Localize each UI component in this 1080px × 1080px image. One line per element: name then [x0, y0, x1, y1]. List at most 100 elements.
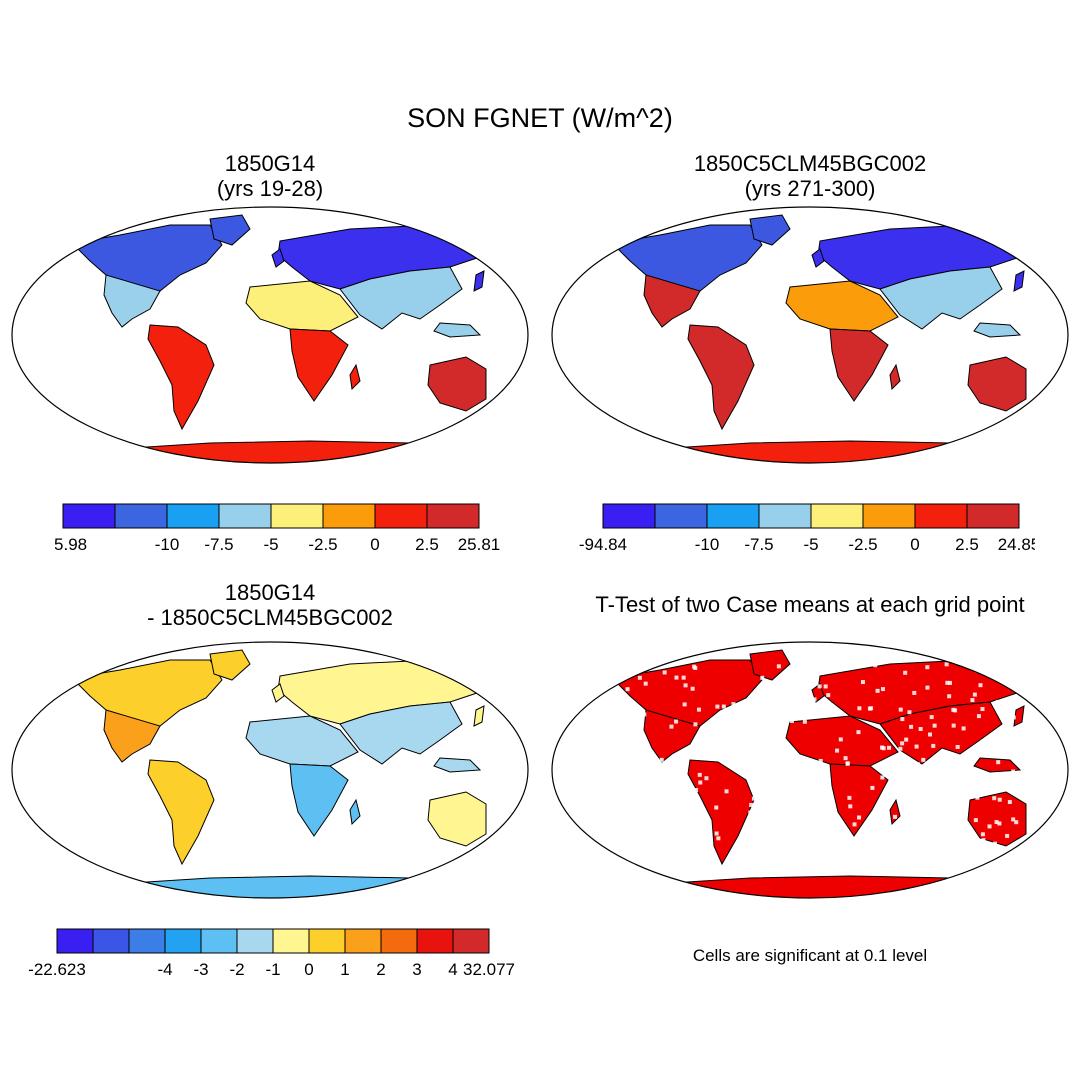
cb2-label: -10 — [695, 535, 720, 554]
cb1-swatch — [114, 503, 168, 529]
cb2-swatch — [966, 503, 1020, 529]
cb3-swatch — [380, 928, 418, 954]
p2-land-japan — [1013, 270, 1025, 292]
p1-land-indonesia — [433, 322, 482, 338]
cb2-swatch — [914, 503, 968, 529]
cb2-swatch — [758, 503, 812, 529]
cb3-label: 2 — [376, 960, 385, 979]
cb3-label: -22.623 — [28, 960, 86, 979]
cb2-swatch — [602, 503, 656, 529]
p3-land-japan — [473, 705, 485, 727]
panel-4-map — [551, 641, 1069, 899]
panel-1-title: 1850G14 (yrs 19-28) — [60, 151, 480, 201]
p4-land-africa_s — [829, 763, 889, 837]
p1-land-africa_s — [289, 328, 349, 402]
cb3-label: -1 — [265, 960, 280, 979]
p3-land-madagascar — [349, 798, 361, 826]
cb2-label: 2.5 — [955, 535, 979, 554]
panel-3-title-line2: - 1850C5CLM45BGC002 — [147, 605, 393, 630]
p1-land-namerica_s — [103, 274, 161, 328]
p1-land-madagascar — [349, 363, 361, 391]
cb3-label: 3 — [412, 960, 421, 979]
p4-land-namerica_s — [643, 709, 701, 763]
p3-land-australia — [427, 791, 487, 847]
cb2-label: -2.5 — [848, 535, 877, 554]
cb2-swatch — [862, 503, 916, 529]
cb3-swatch — [272, 928, 310, 954]
p2-land-asia_s — [879, 266, 1003, 330]
cb3-label: 32.077 — [463, 960, 515, 979]
cb1-swatch — [270, 503, 324, 529]
cb1-swatch — [166, 503, 220, 529]
p2-land-samerica — [687, 324, 755, 431]
cb2-swatch — [706, 503, 760, 529]
p1-land-asia_s — [339, 266, 463, 330]
p1-land-samerica — [147, 324, 215, 431]
panel-3-title: 1850G14 - 1850C5CLM45BGC002 — [60, 580, 480, 630]
cb1-label: 25.81 — [458, 535, 501, 554]
cb1-label: -5 — [263, 535, 278, 554]
cb3-swatch — [452, 928, 490, 954]
cb3-label: -3 — [193, 960, 208, 979]
cb1-swatch — [62, 503, 116, 529]
significance-note: Cells are significant at 0.1 level — [692, 946, 928, 965]
p3-land-uk — [271, 683, 285, 703]
p1-land-greenland — [209, 214, 251, 246]
panel-2-map — [551, 206, 1069, 464]
p2-land-greenland — [749, 214, 791, 246]
p3-land-africa_s — [289, 763, 349, 837]
cb1-swatch — [322, 503, 376, 529]
cb3-label: 1 — [340, 960, 349, 979]
cb3-label: 0 — [304, 960, 313, 979]
cb2-label: -5 — [803, 535, 818, 554]
cb2-label: 24.85 — [998, 535, 1035, 554]
panel-3-title-line1: 1850G14 — [224, 580, 316, 605]
p3-land-indonesia — [433, 757, 482, 773]
p2-land-namerica_s — [643, 274, 701, 328]
p4-land-asia_s — [879, 701, 1003, 765]
cb1-label: -2.5 — [308, 535, 337, 554]
p1-land-uk — [271, 248, 285, 268]
panel-2-title: 1850C5CLM45BGC002 (yrs 271-300) — [600, 151, 1020, 201]
panel-2-title-line1: 1850C5CLM45BGC002 — [693, 151, 927, 176]
p1-land-australia — [427, 356, 487, 412]
p2-land-madagascar — [889, 363, 901, 391]
cb1-label: -7.5 — [204, 535, 233, 554]
cb3-swatch — [416, 928, 454, 954]
cb3-swatch — [92, 928, 130, 954]
figure-title: SON FGNET (W/m^2) — [407, 103, 673, 133]
p2-land-australia — [967, 356, 1027, 412]
cb1-label: 2.5 — [415, 535, 439, 554]
cb1-label: -10 — [155, 535, 180, 554]
cb1-label: 0 — [370, 535, 379, 554]
p3-land-samerica — [147, 759, 215, 866]
panel-4-title: T-Test of two Case means at each grid po… — [595, 592, 1025, 617]
panel-1-title-line2: (yrs 19-28) — [216, 176, 324, 201]
panel-1-map — [11, 206, 529, 464]
cb2-swatch — [654, 503, 708, 529]
cb2-label: 0 — [910, 535, 919, 554]
p2-land-indonesia — [973, 322, 1022, 338]
colorbar-3: -22.623 -4 -3 -2 -1 0 1 2 3 4 32.077 — [28, 928, 515, 979]
cb1-swatch — [218, 503, 272, 529]
panel-3-map — [11, 641, 529, 899]
p2-land-uk — [811, 248, 825, 268]
p2-land-africa_s — [829, 328, 889, 402]
p1-land-japan — [473, 270, 485, 292]
p4-land-madagascar — [889, 798, 901, 826]
colorbar-1: -95.98 -10 -7.5 -5 -2.5 0 2.5 25.81 — [55, 503, 501, 554]
cb1-label: -95.98 — [55, 535, 87, 554]
cb3-swatch — [164, 928, 202, 954]
p4-land-indonesia — [973, 757, 1022, 773]
cb3-label: -4 — [157, 960, 172, 979]
panel-1-title-line1: 1850G14 — [224, 151, 316, 176]
cb2-label: -94.84 — [579, 535, 627, 554]
panel-2-title-line2: (yrs 271-300) — [744, 176, 876, 201]
cb1-swatch — [426, 503, 480, 529]
cb3-label: -2 — [229, 960, 244, 979]
cb1-swatch — [374, 503, 428, 529]
p3-land-namerica_s — [103, 709, 161, 763]
cb3-swatch — [56, 928, 94, 954]
cb2-swatch — [810, 503, 864, 529]
cb2-label: -7.5 — [744, 535, 773, 554]
